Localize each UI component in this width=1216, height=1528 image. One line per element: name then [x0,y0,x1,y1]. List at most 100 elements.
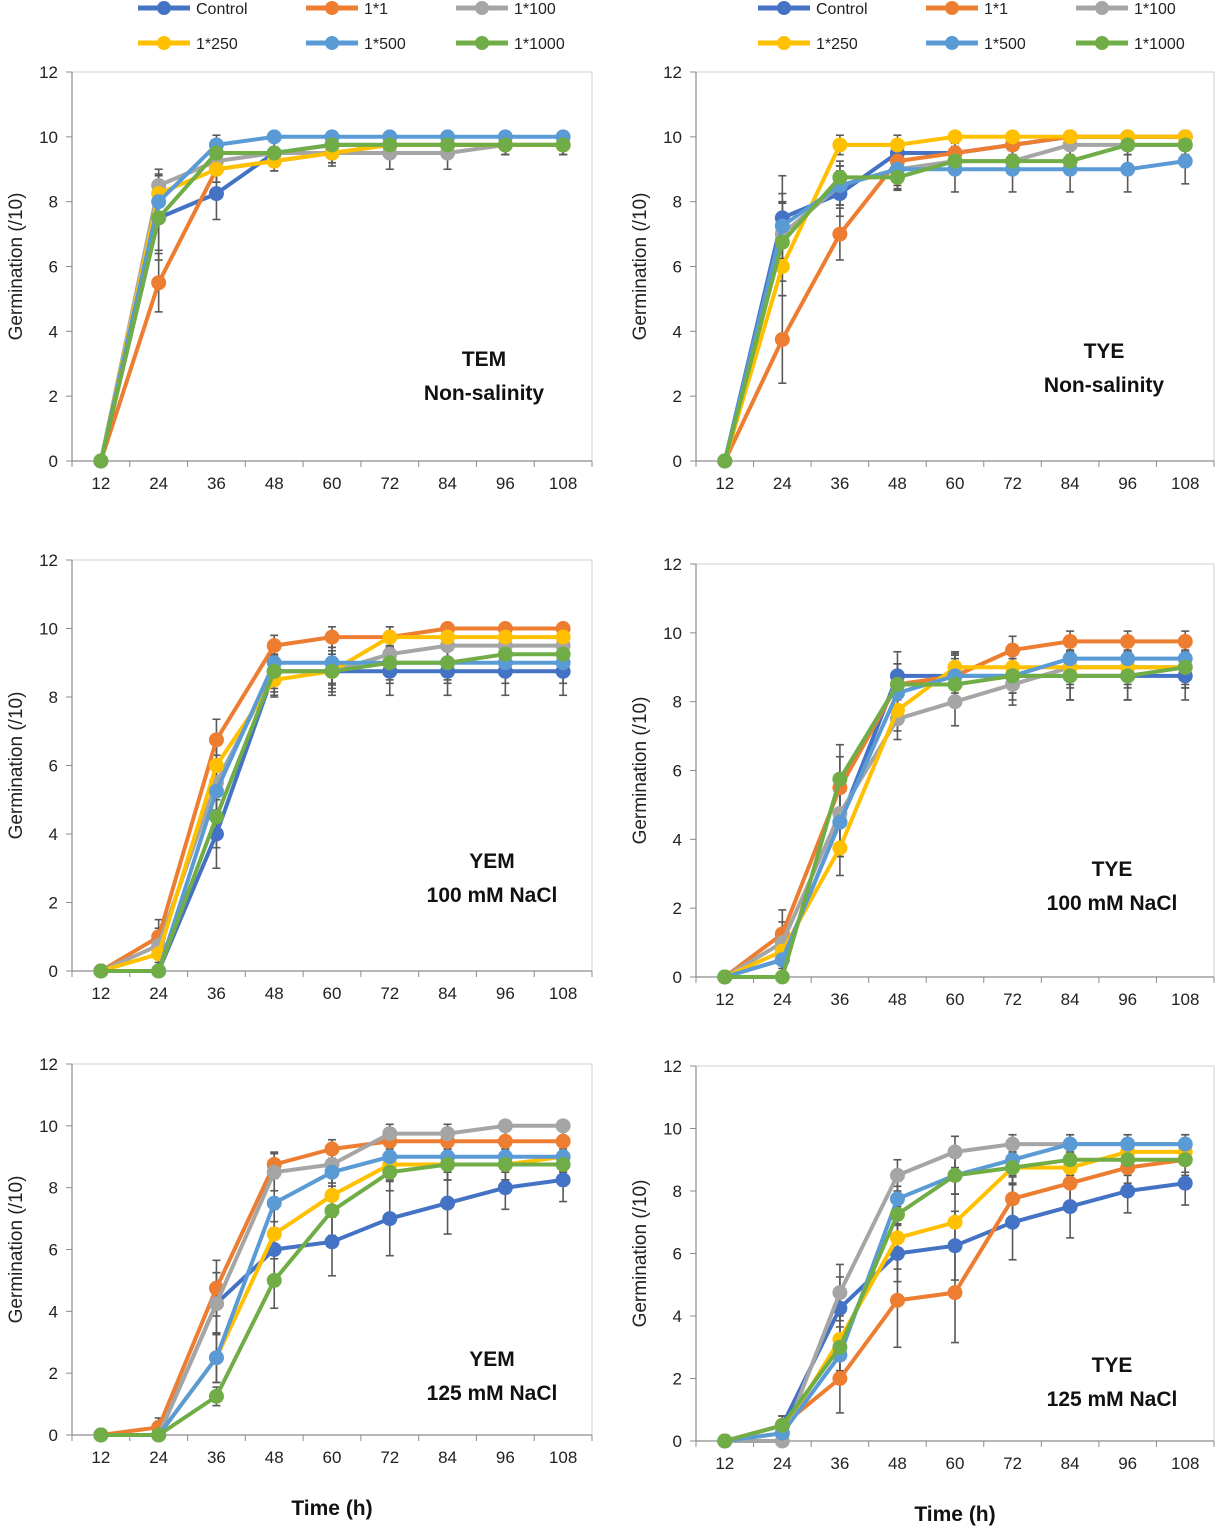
data-point [382,1149,398,1165]
data-point [717,969,733,985]
y-tick-label: 6 [673,258,682,277]
data-point [555,137,571,153]
legend-label: 1*1 [364,1,388,18]
x-tick-label: 24 [773,474,792,493]
panel-medium-label: TYE [1092,1354,1133,1377]
panel-medium-label: TEM [462,348,506,371]
y-tick-label: 8 [673,693,682,712]
data-point [266,638,282,654]
y-tick-label: 10 [663,1120,682,1139]
data-point [947,1238,963,1254]
data-point [324,1203,340,1219]
x-tick-label: 72 [380,984,399,1003]
data-point [717,453,733,469]
x-tick-label: 24 [149,1448,168,1467]
y-tick-label: 8 [49,688,58,707]
plot-area [695,563,1215,978]
x-tick-label: 72 [1003,990,1022,1009]
panel-condition-label: 100 mM NaCl [427,884,558,907]
plot-area [71,559,593,972]
data-point [889,1206,905,1222]
legend-entry: Control [758,1,868,18]
x-tick-label: 24 [773,1454,792,1473]
data-point [382,655,398,671]
x-tick-label: 12 [715,1454,734,1473]
data-point [208,783,224,799]
y-tick-label: 6 [49,258,58,277]
series-line [100,652,564,973]
data-point [1062,1136,1078,1152]
panel-condition-label: Non-salinity [424,382,544,405]
panel-condition-label: 125 mM NaCl [1047,1388,1178,1411]
data-point [947,153,963,169]
data-point [151,275,167,291]
data-point [1120,651,1136,667]
legend-marker [1095,36,1109,50]
x-tick-label: 48 [265,984,284,1003]
data-point [774,969,790,985]
legend-left: Control 1*1 1*100 1*250 1*500 1*1000 [138,1,565,53]
y-tick-label: 12 [39,1055,58,1074]
data-point [382,137,398,153]
data-point [266,1195,282,1211]
data-point [497,1156,513,1172]
data-point [208,161,224,177]
x-tick-label: 60 [323,1448,342,1467]
y-tick-label: 10 [663,128,682,147]
data-point [324,137,340,153]
legend-label: 1*100 [514,1,556,18]
legend-entry: 1*1 [926,1,1008,18]
data-point [93,453,109,469]
y-tick-label: 0 [673,452,682,471]
x-tick-label: 108 [1171,1454,1199,1473]
legend-label: 1*1000 [514,36,565,53]
series-1x1000 [717,1152,1193,1449]
data-point [266,145,282,161]
x-tick-label: 48 [888,1454,907,1473]
data-point [382,1126,398,1142]
data-point [1120,668,1136,684]
y-tick-label: 4 [673,1307,682,1326]
panel-medium-label: YEM [469,1348,515,1371]
series-1x1000 [717,137,1193,469]
legend-marker [325,1,339,15]
data-point [555,629,571,645]
x-axis-label: Time (h) [291,1497,372,1520]
data-point [947,1144,963,1160]
x-tick-label: 24 [149,984,168,1003]
y-axis-label: Germination (/10) [630,193,651,341]
y-axis-label: Germination (/10) [6,1176,27,1324]
y-tick-label: 12 [663,63,682,82]
data-point [497,1118,513,1134]
legend-marker [157,36,171,50]
y-tick-label: 2 [673,899,682,918]
legend-entry: 1*250 [758,36,858,53]
data-point [382,1211,398,1227]
y-tick-label: 8 [49,193,58,212]
data-point [1005,642,1021,658]
data-point [555,1133,571,1149]
data-point [889,1191,905,1207]
x-tick-label: 84 [1061,474,1080,493]
x-tick-label: 12 [715,474,734,493]
data-point [832,1339,848,1355]
data-point [93,1427,109,1443]
x-axis-label: Time (h) [914,1503,995,1526]
x-tick-label: 60 [946,474,965,493]
x-tick-label: 60 [323,474,342,493]
data-point [324,1187,340,1203]
legend-entry: 1*250 [138,36,238,53]
data-point [832,814,848,830]
legend-marker [945,36,959,50]
data-point [497,629,513,645]
y-tick-label: 2 [673,1370,682,1389]
x-tick-label: 36 [207,984,226,1003]
y-tick-label: 6 [673,762,682,781]
y-tick-label: 8 [673,1182,682,1201]
data-point [382,629,398,645]
data-point [1005,153,1021,169]
legend-entry: 1*1000 [1076,36,1185,53]
